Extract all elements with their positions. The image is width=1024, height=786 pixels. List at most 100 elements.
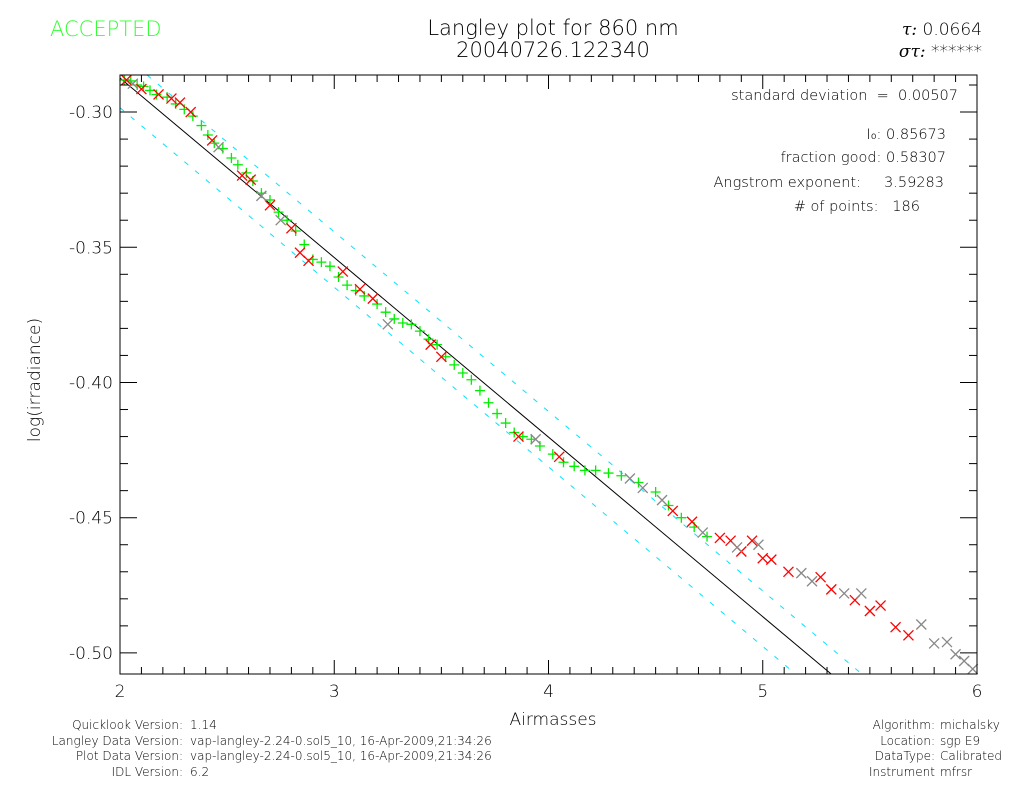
data-point-plus — [663, 500, 674, 511]
data-point-x — [435, 351, 447, 363]
x-tick-label: 3 — [329, 682, 340, 702]
y-tick-label: -0.35 — [69, 238, 113, 258]
data-point-x — [337, 266, 349, 278]
data-point-x — [731, 541, 743, 553]
data-point-x — [213, 141, 225, 153]
data-point-x — [120, 74, 132, 86]
chart-title: Langley plot for 860 nm — [427, 16, 679, 40]
data-point-plus — [389, 313, 400, 324]
data-point-x — [294, 247, 306, 259]
data-point-x — [185, 106, 197, 118]
data-point-plus — [590, 465, 601, 476]
footer-left-label: Quicklook Version: — [72, 718, 183, 732]
y-axis-label: log(irradiance) — [25, 318, 45, 442]
data-point-x — [967, 663, 979, 675]
data-point-x — [127, 78, 139, 90]
data-point-plus — [603, 468, 614, 479]
data-point-plus — [196, 120, 207, 131]
data-point-plus — [342, 280, 353, 291]
data-point-plus — [526, 434, 537, 445]
data-point-x — [915, 619, 927, 630]
data-point-plus — [500, 418, 511, 429]
footer-right-label: Algorithm: — [872, 718, 935, 732]
data-point-plus — [474, 385, 485, 396]
data-point-x — [425, 339, 437, 351]
data-point-x — [825, 583, 837, 595]
fit-line — [119, 77, 832, 675]
data-point-x — [275, 214, 287, 226]
status-accepted: ACCEPTED — [50, 17, 162, 41]
y-tick-label: -0.30 — [69, 103, 113, 123]
tau-readout: τ: 0.0664 — [902, 20, 982, 40]
tau-value: 0.0664 — [922, 20, 982, 40]
data-point-plus — [432, 339, 443, 350]
footer-right-label: Instrument — [868, 764, 935, 779]
data-point-x — [815, 571, 827, 583]
data-point-x — [135, 83, 147, 95]
data-point-plus — [372, 299, 383, 310]
data-point-plus — [380, 307, 391, 318]
data-point-plus — [534, 441, 545, 452]
data-point-x — [382, 318, 394, 330]
footer-left-label: Plot Data Version: — [75, 749, 183, 763]
data-point-x — [890, 621, 902, 633]
footer-left-value: vap-langley-2.24-0.sol5_10, 16-Apr-2009,… — [190, 749, 492, 763]
data-point-x — [174, 97, 186, 109]
data-point-x — [165, 93, 177, 104]
data-point-x — [928, 637, 940, 649]
data-point-x — [795, 567, 807, 579]
footer-right-value: michalsky — [940, 718, 1000, 732]
x-tick-label: 4 — [543, 682, 554, 702]
data-point-plus — [466, 374, 477, 385]
stat-std-dev: standard deviation = 0.00507 — [731, 88, 958, 104]
data-point-plus — [517, 431, 528, 442]
stat-n-points: # of points: 186 — [793, 199, 920, 215]
data-point-plus — [440, 351, 451, 362]
data-point-plus — [144, 85, 155, 96]
data-point-x — [714, 532, 726, 544]
data-point-plus — [202, 130, 213, 141]
x-axis-label: Airmasses — [509, 710, 596, 730]
data-point-x — [530, 433, 542, 445]
sigma-tau-value: ****** — [931, 42, 982, 62]
data-point-x — [950, 648, 962, 660]
data-point-x — [553, 451, 565, 463]
data-point-plus — [359, 290, 370, 301]
data-point-plus — [579, 465, 590, 476]
sigma-tau-label: στ: — [898, 42, 926, 62]
data-point-plus — [333, 272, 344, 283]
data-point-x — [697, 527, 709, 539]
data-point-x — [941, 636, 953, 648]
data-point-plus — [316, 257, 327, 268]
data-point-plus — [414, 326, 425, 337]
data-point-plus — [676, 512, 687, 523]
y-tick-label: -0.50 — [69, 644, 113, 664]
data-point-plus — [232, 159, 243, 170]
data-point-plus — [324, 261, 335, 272]
data-point-x — [624, 473, 636, 484]
x-tick-label: 2 — [115, 682, 126, 702]
data-point-x — [153, 89, 165, 100]
y-tick-label: -0.45 — [69, 509, 113, 529]
plot-frame — [119, 74, 978, 675]
data-point-plus — [406, 319, 417, 330]
data-point-x — [864, 605, 876, 617]
data-point-x — [838, 587, 850, 599]
footer-right-value: mfrsr — [940, 764, 973, 779]
data-point-plus — [264, 194, 275, 205]
data-point-plus — [457, 368, 468, 379]
data-point-x — [236, 170, 248, 182]
footer-left-value: vap-langley-2.24-0.sol5_10, 16-Apr-2009,… — [190, 733, 492, 748]
data-point-x — [367, 293, 379, 305]
stat-angstrom: Angstrom exponent: 3.59283 — [713, 175, 945, 191]
data-point-plus — [187, 111, 198, 122]
y-tick-label: -0.40 — [69, 373, 113, 393]
data-point-x — [285, 222, 297, 234]
footer-right-label: DataType: — [874, 749, 935, 763]
data-point-x — [746, 535, 758, 547]
x-tick-label: 5 — [757, 682, 768, 702]
data-point-plus — [273, 207, 284, 218]
data-point-plus — [290, 226, 301, 237]
stat-i0: I₀: 0.85673 — [866, 127, 946, 143]
data-point-x — [753, 539, 764, 551]
